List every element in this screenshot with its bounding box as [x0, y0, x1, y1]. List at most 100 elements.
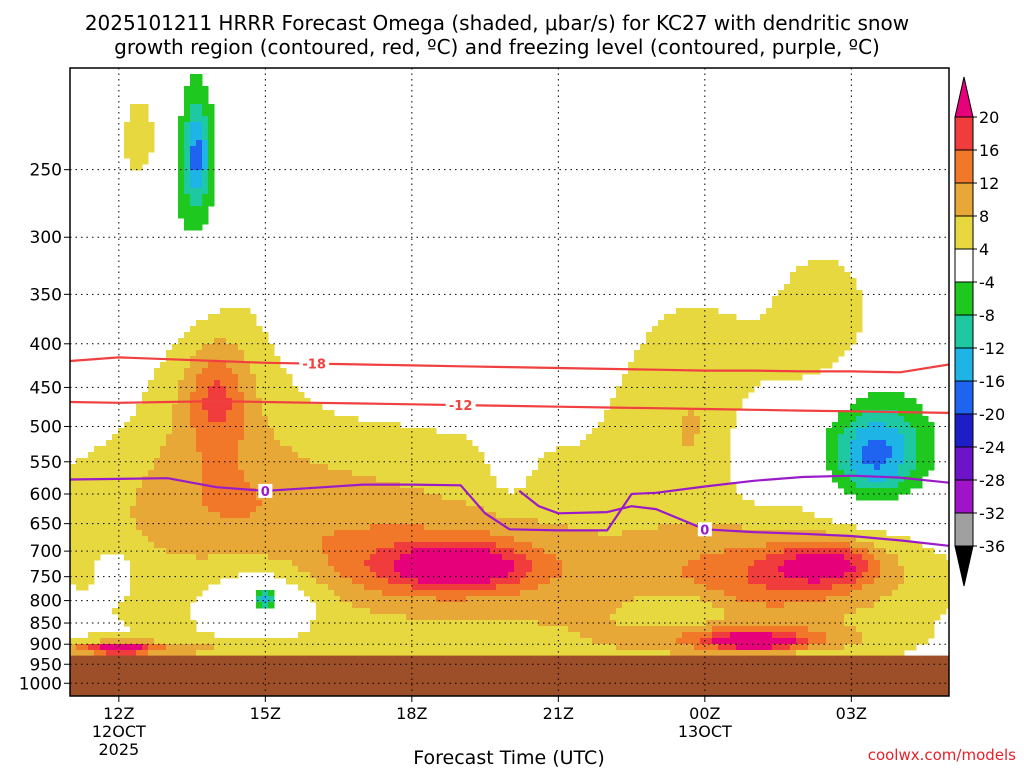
omega-cell [100, 512, 107, 519]
omega-cell [688, 398, 695, 405]
omega-cell [310, 416, 317, 423]
omega-cell [454, 572, 461, 579]
omega-cell [322, 578, 329, 585]
omega-cell [424, 428, 431, 435]
omega-cell [430, 584, 437, 591]
omega-cell [874, 410, 881, 417]
omega-cell [136, 440, 143, 447]
omega-cell [940, 566, 947, 573]
omega-cell [232, 332, 239, 339]
omega-cell [622, 458, 629, 465]
omega-cell [382, 506, 389, 513]
omega-cell [358, 602, 365, 609]
omega-cell [850, 422, 857, 429]
omega-cell [340, 548, 347, 555]
omega-cell [244, 314, 251, 321]
omega-cell [634, 380, 641, 387]
omega-cell [178, 404, 185, 411]
omega-cell [208, 176, 215, 183]
omega-cell [424, 512, 431, 519]
omega-cell [742, 320, 749, 327]
omega-cell [436, 542, 443, 549]
omega-cell [766, 572, 773, 579]
omega-cell [694, 560, 701, 567]
omega-cell [736, 392, 743, 399]
omega-cell [436, 590, 443, 597]
omega-cell [346, 560, 353, 567]
omega-cell [106, 440, 113, 447]
omega-cell [772, 542, 779, 549]
omega-cell [226, 314, 233, 321]
omega-cell [154, 554, 161, 561]
omega-cell [304, 482, 311, 489]
omega-cell [676, 440, 683, 447]
omega-cell [838, 290, 845, 297]
omega-cell [160, 470, 167, 477]
omega-cell [694, 392, 701, 399]
omega-cell [334, 446, 341, 453]
omega-cell [400, 530, 407, 537]
omega-cell [634, 440, 641, 447]
omega-cell [190, 482, 197, 489]
omega-cell [286, 392, 293, 399]
omega-cell [208, 134, 215, 141]
omega-cell [718, 572, 725, 579]
omega-cell [796, 332, 803, 339]
omega-cell [448, 524, 455, 531]
omega-cell [160, 554, 167, 561]
omega-cell [706, 332, 713, 339]
omega-cell [304, 530, 311, 537]
omega-cell [676, 410, 683, 417]
omega-cell [226, 320, 233, 327]
omega-cell [154, 578, 161, 585]
omega-cell [238, 308, 245, 315]
omega-cell [88, 536, 95, 543]
omega-cell [826, 554, 833, 561]
omega-cell [502, 500, 509, 507]
omega-cell [298, 578, 305, 585]
omega-cell [76, 518, 83, 525]
omega-cell [292, 464, 299, 471]
omega-cell [610, 398, 617, 405]
omega-cell [142, 494, 149, 501]
omega-cell [616, 392, 623, 399]
omega-cell [790, 524, 797, 531]
omega-cell [796, 506, 803, 513]
omega-cell [730, 590, 737, 597]
omega-cell [796, 596, 803, 603]
omega-cell [598, 530, 605, 537]
omega-cell [874, 458, 881, 465]
omega-cell [460, 560, 467, 567]
omega-cell [130, 578, 137, 585]
omega-cell [712, 416, 719, 423]
omega-cell [460, 470, 467, 477]
omega-cell [802, 266, 809, 273]
omega-cell [904, 464, 911, 471]
omega-cell [640, 590, 647, 597]
omega-cell [742, 518, 749, 525]
omega-cell [208, 314, 215, 321]
omega-cell [790, 560, 797, 567]
omega-cell [700, 458, 707, 465]
omega-cell [640, 470, 647, 477]
omega-cell [364, 470, 371, 477]
omega-cell [724, 596, 731, 603]
omega-cell [214, 530, 221, 537]
omega-cell [688, 452, 695, 459]
omega-cell [424, 566, 431, 573]
omega-cell [340, 494, 347, 501]
omega-cell [286, 404, 293, 411]
omega-cell [736, 386, 743, 393]
omega-cell [406, 542, 413, 549]
omega-cell [94, 500, 101, 507]
omega-cell [232, 392, 239, 399]
omega-cell [328, 542, 335, 549]
omega-cell [658, 524, 665, 531]
omega-cell [520, 542, 527, 549]
omega-cell [334, 590, 341, 597]
omega-cell [784, 536, 791, 543]
omega-cell [424, 476, 431, 483]
omega-cell [628, 392, 635, 399]
omega-cell [322, 452, 329, 459]
omega-cell [478, 476, 485, 483]
